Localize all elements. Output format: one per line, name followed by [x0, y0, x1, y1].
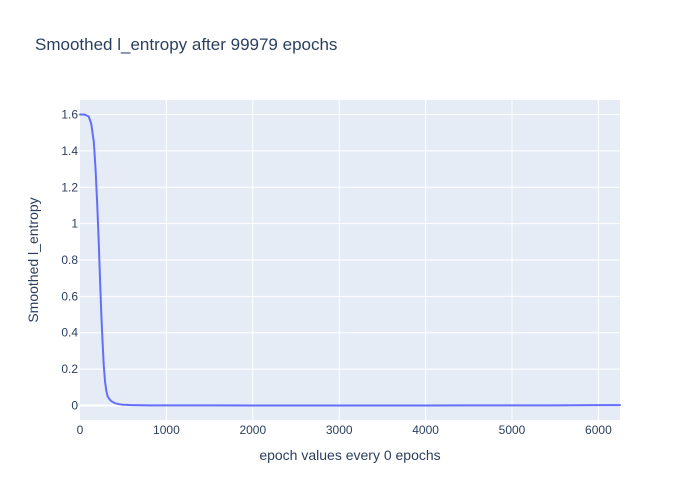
chart-title: Smoothed l_entropy after 99979 epochs — [35, 35, 337, 54]
x-gridlines — [165, 100, 599, 420]
x-tick-label: 5000 — [499, 423, 526, 437]
y-tick-label: 1.6 — [61, 108, 78, 122]
y-axis-title: Smoothed l_entropy — [25, 197, 41, 322]
entropy-line — [79, 113, 621, 407]
x-tick-label: 4000 — [412, 423, 439, 437]
x-axis-title: epoch values every 0 epochs — [259, 447, 440, 463]
y-tick-label: 0.4 — [61, 326, 78, 340]
y-tick-label: 1 — [71, 217, 78, 231]
x-axis-ticks: 0 1000 2000 3000 4000 5000 6000 — [77, 423, 612, 437]
x-tick-label: 2000 — [239, 423, 266, 437]
y-tick-label: 0.8 — [61, 253, 78, 267]
x-tick-label: 6000 — [585, 423, 612, 437]
x-tick-label: 3000 — [326, 423, 353, 437]
y-tick-label: 1.4 — [61, 144, 78, 158]
y-tick-label: 0 — [71, 398, 78, 412]
y-axis-ticks: 0 0.2 0.4 0.6 0.8 1 1.2 1.4 1.6 — [61, 108, 78, 413]
x-tick-label: 1000 — [153, 423, 180, 437]
y-tick-label: 1.2 — [61, 180, 78, 194]
y-tick-label: 0.2 — [61, 362, 78, 376]
y-tick-label: 0.6 — [61, 289, 78, 303]
x-tick-label: 0 — [77, 423, 84, 437]
